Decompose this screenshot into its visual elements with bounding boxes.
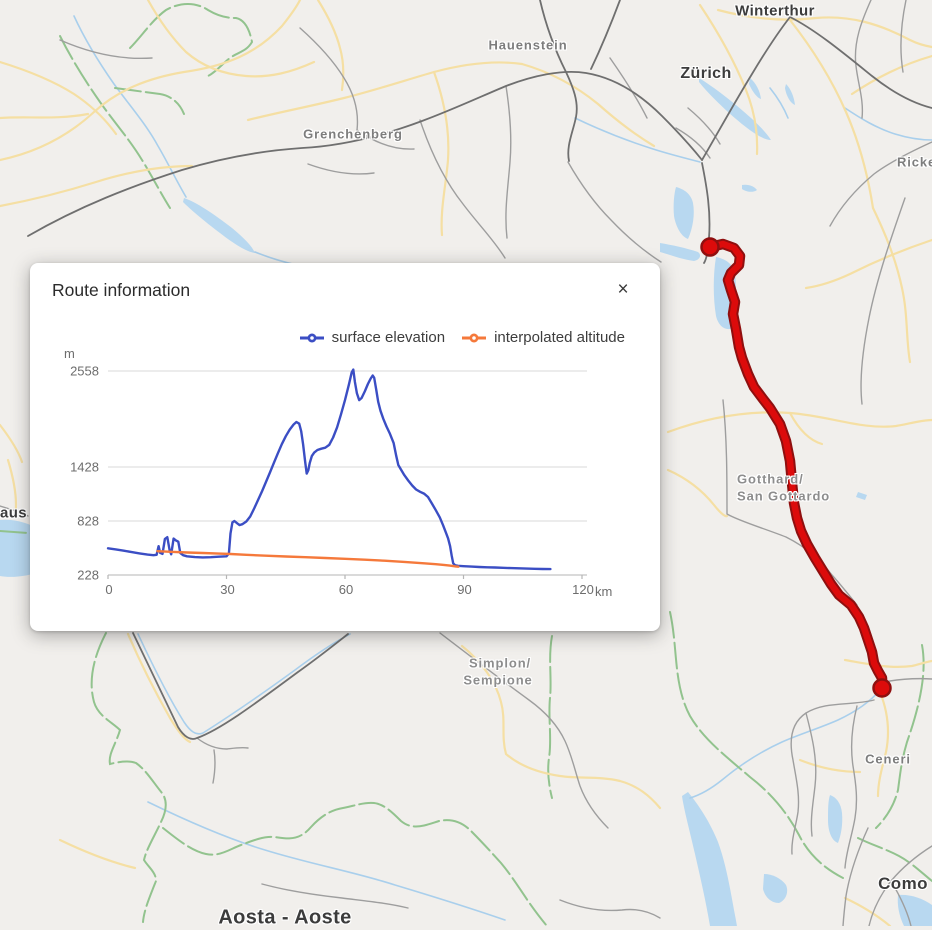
svg-text:228: 228 xyxy=(77,568,99,583)
svg-text:km: km xyxy=(595,584,612,599)
svg-text:30: 30 xyxy=(220,582,234,597)
major-roads-layer xyxy=(27,0,932,740)
svg-text:0: 0 xyxy=(105,582,112,597)
svg-text:1428: 1428 xyxy=(70,460,99,475)
svg-text:120: 120 xyxy=(572,582,594,597)
chart-legend: surface elevation interpolated altitude xyxy=(299,329,625,346)
svg-text:828: 828 xyxy=(77,514,99,529)
close-button[interactable]: × xyxy=(617,279,629,300)
panel-title: Route information xyxy=(52,280,191,300)
route-end-marker[interactable] xyxy=(872,678,892,698)
legend-marker-icon xyxy=(462,333,487,342)
route-line[interactable] xyxy=(706,240,886,692)
svg-text:60: 60 xyxy=(339,582,353,597)
route-start-marker[interactable] xyxy=(700,237,720,257)
legend-label: surface elevation xyxy=(331,329,446,346)
legend-item[interactable]: surface elevation xyxy=(299,329,445,346)
svg-text:m: m xyxy=(64,346,75,361)
route-layer xyxy=(700,237,892,698)
elevation-chart: 228 828 1428 2558 0 30 60 90 120 m km xyxy=(64,346,612,599)
legend-item[interactable]: interpolated altitude xyxy=(461,329,625,346)
legend-label: interpolated altitude xyxy=(494,329,625,346)
svg-text:90: 90 xyxy=(457,582,471,597)
route-info-panel: Route information × surface elevation int… xyxy=(30,263,660,631)
legend-marker-icon xyxy=(299,333,324,342)
svg-text:2558: 2558 xyxy=(70,364,99,379)
